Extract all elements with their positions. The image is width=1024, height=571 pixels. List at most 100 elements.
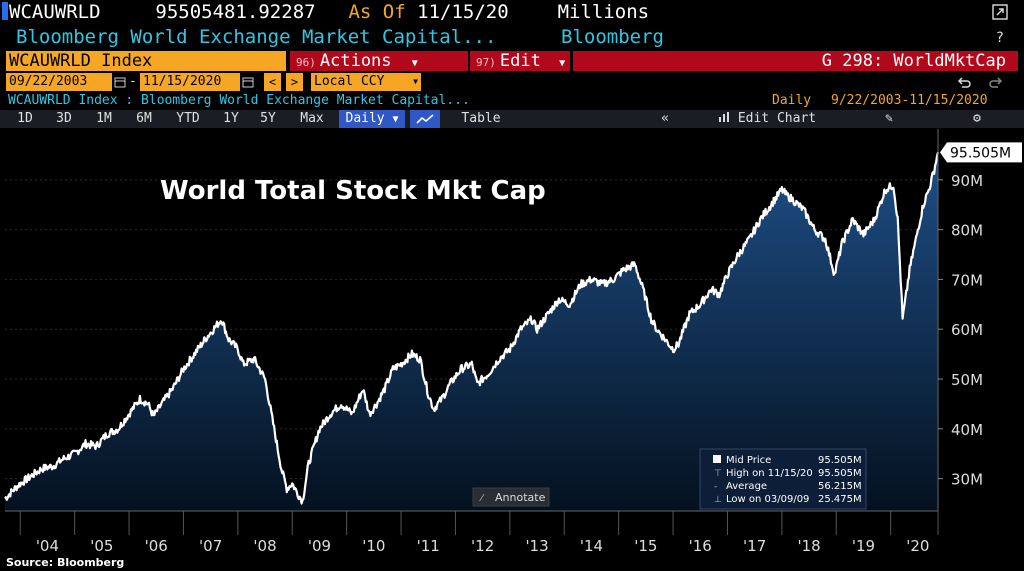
security-description: Bloomberg World Exchange Market Capital.… [16, 26, 497, 48]
gear-icon[interactable]: ⚙ [973, 111, 981, 126]
chevron-down-icon: ▼ [392, 114, 399, 125]
range-tab-5y[interactable]: 5Y [260, 111, 276, 126]
prev-period-icon[interactable]: < [264, 73, 281, 91]
range-tab-1y[interactable]: 1Y [223, 111, 239, 126]
currency-value: Local CCY [314, 74, 385, 89]
info-text: WCAUWRLD Index : Bloomberg World Exchang… [8, 93, 470, 108]
x-tick-label: '06 [145, 537, 168, 555]
range-tab-max[interactable]: Max [300, 111, 324, 126]
edit-chart-label: Edit Chart [737, 111, 817, 126]
undo-icon[interactable] [956, 74, 972, 90]
low-marker-icon: ⊥ [714, 495, 722, 505]
calendar-icon[interactable] [114, 76, 126, 88]
end-date-field[interactable]: 11/15/2020 [140, 73, 240, 91]
frequency-select[interactable]: Daily ▼ [339, 110, 405, 128]
y-tick-label: 60M [951, 321, 983, 339]
ticker-symbol: WCAUWRLD [9, 1, 101, 23]
series-line [4, 152, 940, 505]
area-fill [5, 152, 938, 511]
x-tick-label: '11 [417, 537, 440, 555]
legend-low-label: Low on 03/09/09 [726, 494, 809, 505]
help-icon[interactable]: ? [992, 29, 1008, 45]
annotate-label: Annotate [495, 491, 546, 504]
edit-number: 97) [476, 56, 496, 69]
x-tick-label: '09 [308, 537, 331, 555]
y-tick-label: 30M [951, 471, 983, 489]
edit-label: Edit [499, 51, 541, 71]
legend-swatch [713, 455, 721, 463]
last-value-box [940, 142, 1022, 163]
y-axis: 30M 40M 50M 60M 70M 80M 90M [937, 129, 983, 511]
last-value-label: 95.505M [950, 145, 1011, 161]
legend-avg-value: 56.215M [818, 481, 862, 492]
legend-low-value: 25.475M [818, 494, 862, 505]
annotate-button[interactable]: ⁄ Annotate [472, 487, 550, 507]
x-tick-label: '15 [634, 537, 657, 555]
range-tab-1d[interactable]: 1D [17, 111, 33, 126]
x-axis: '04 '05 '06 '07 '08 '09 '10 '11 '12 '13 '14 '15 '16 '… [5, 510, 939, 555]
drawing-tools-icon[interactable]: ✎ [885, 111, 893, 126]
as-of-label: As Of [348, 1, 406, 23]
popout-icon[interactable] [992, 4, 1008, 20]
period-label: Daily [772, 93, 812, 108]
source-note: Source: Bloomberg [6, 556, 125, 569]
average-marker-icon: - [714, 482, 717, 492]
actions-number: 96) [296, 56, 316, 69]
ticker-line: WCAUWRLD 95505481.92287 As Of 11/15/20 M… [0, 0, 1024, 24]
market-cap-chart: 30M 40M 50M 60M 70M 80M 90M '04 '05 '06 '07 '08 '09… [4, 129, 1022, 555]
x-tick-label: '20 [906, 537, 929, 555]
legend-mid-label: Mid Price [726, 455, 771, 466]
y-tick-label: 80M [951, 222, 983, 240]
y-tick-label: 90M [951, 172, 983, 190]
x-tick-label: '05 [90, 537, 113, 555]
calendar-icon[interactable] [242, 76, 254, 88]
actions-button[interactable]: 96) Actions ▼ [290, 51, 468, 71]
bar-chart-icon [719, 112, 729, 122]
as-of-date: 11/15/20 [417, 1, 509, 23]
range-tab-3d[interactable]: 3D [56, 111, 72, 126]
chevron-down-icon: ▼ [559, 58, 566, 69]
redo-icon[interactable] [988, 74, 1004, 90]
legend-high-label: High on 11/15/20 [726, 468, 813, 479]
svg-text:?: ? [996, 30, 1003, 45]
x-tick-label: '04 [36, 537, 59, 555]
last-value-marker: 95.505M [940, 142, 1022, 163]
edit-chart-button[interactable]: Edit Chart [718, 110, 817, 128]
table-button[interactable]: Table [461, 111, 501, 126]
range-tab-6m[interactable]: 6M [136, 111, 152, 126]
y-tick-label: 70M [951, 271, 983, 289]
security-field[interactable]: WCAUWRLD Index [6, 51, 286, 71]
line-chart-icon [416, 114, 434, 124]
command-cursor[interactable] [2, 2, 8, 20]
x-tick-label: '12 [471, 537, 494, 555]
range-tab-ytd[interactable]: YTD [176, 111, 200, 126]
currency-select[interactable]: Local CCY ▼ [311, 73, 421, 91]
chevron-down-icon: ▼ [413, 77, 418, 86]
description-line: Bloomberg World Exchange Market Capital.… [0, 25, 1024, 49]
chevron-down-icon: ▼ [411, 58, 418, 69]
chart-type-button[interactable] [410, 110, 440, 128]
x-tick-label: '13 [525, 537, 548, 555]
x-tick-label: '14 [580, 537, 603, 555]
chart-title: World Total Stock Mkt Cap [160, 176, 546, 206]
y-tick-label: 40M [951, 421, 983, 439]
collapse-left-icon[interactable]: « [661, 111, 669, 126]
start-date-field[interactable]: 09/22/2003 [6, 73, 112, 91]
source-name: Bloomberg [561, 26, 664, 48]
high-marker-icon: ⊤ [714, 469, 722, 479]
page-label: G 298: WorldMktCap [573, 51, 1018, 71]
date-separator: - [129, 74, 137, 89]
range-label: 9/22/2003-11/15/2020 [831, 93, 988, 108]
ticker-value: 95505481.92287 [155, 1, 316, 23]
frequency-value: Daily [345, 111, 385, 126]
units-label: Millions [557, 1, 650, 23]
x-tick-label: '19 [852, 537, 875, 555]
x-tick-label: '07 [199, 537, 222, 555]
x-tick-label: '18 [797, 537, 820, 555]
edit-button[interactable]: 97) Edit ▼ [470, 51, 570, 71]
range-tab-1m[interactable]: 1M [96, 111, 112, 126]
function-toolbar: WCAUWRLD Index 96) Actions ▼ 97) Edit ▼ G … [0, 50, 1024, 72]
x-tick-label: '17 [743, 537, 766, 555]
x-tick-label: '16 [689, 537, 712, 555]
next-period-icon[interactable]: > [286, 73, 303, 91]
